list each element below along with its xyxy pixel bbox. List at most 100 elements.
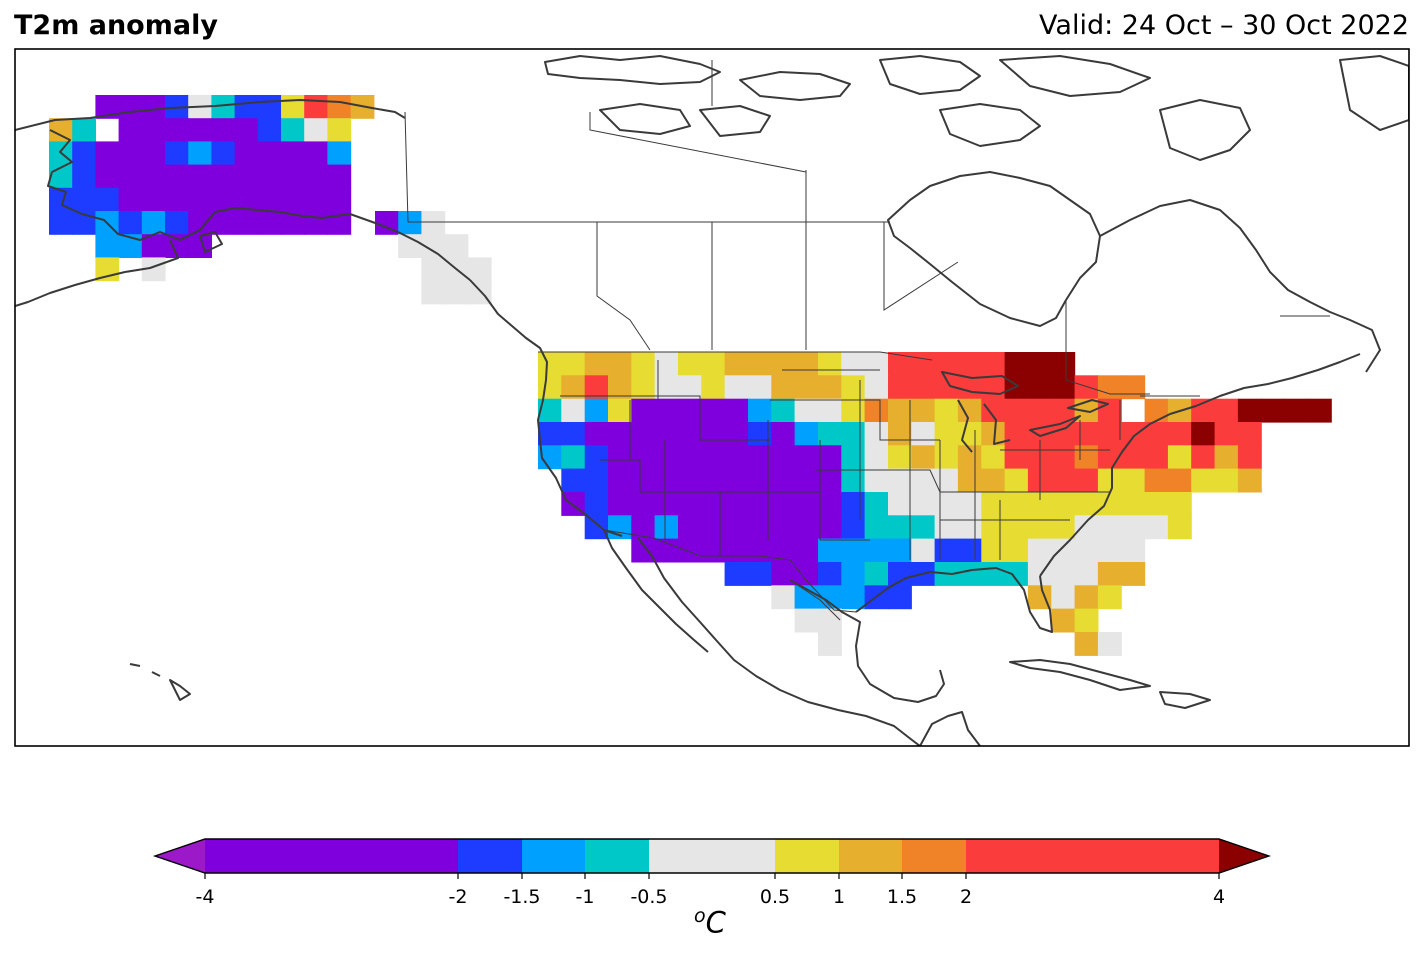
anomaly-cell [1167, 445, 1192, 470]
anomaly-cell [701, 492, 726, 516]
anomaly-cell [398, 211, 422, 235]
anomaly-cell [608, 422, 632, 446]
colorbar-bin [966, 839, 1219, 873]
anomaly-cell [654, 515, 679, 540]
anomaly-cell [304, 211, 328, 235]
anomaly-cell [1051, 468, 1076, 493]
anomaly-cell [1144, 445, 1169, 470]
anomaly-cell [211, 211, 236, 235]
valid-period: Valid: 24 Oct – 30 Oct 2022 [1039, 10, 1409, 41]
anomaly-cell [678, 515, 702, 540]
anomaly-cell [841, 422, 866, 446]
anomaly-cell [1237, 468, 1262, 493]
anomaly-cell [981, 375, 1006, 400]
anomaly-cell [748, 562, 772, 586]
anomaly-cell [771, 562, 796, 586]
anomaly-cell [841, 468, 866, 493]
colorbar-under-extension [155, 839, 205, 873]
colorbar-tick-label: 4 [1213, 886, 1225, 908]
anomaly-cell [281, 141, 305, 166]
anomaly-cell [234, 95, 259, 119]
anomaly-cell [631, 492, 656, 516]
anomaly-cell [864, 375, 889, 400]
anomaly-cell [678, 352, 702, 376]
anomaly-cell [934, 492, 959, 516]
anomaly-cell [584, 468, 609, 493]
anomaly-cell [281, 211, 305, 235]
anomaly-cell [538, 352, 562, 376]
colorbar-tick-label: 0.5 [760, 886, 790, 908]
anomaly-cell [1074, 468, 1099, 493]
anomaly-cell [421, 234, 446, 258]
anomaly-cell [1097, 585, 1122, 610]
anomaly-cell [701, 398, 726, 423]
anomaly-cell [911, 375, 936, 400]
anomaly-cell [1144, 398, 1169, 423]
anomaly-cell [818, 468, 842, 493]
anomaly-cell [841, 352, 866, 376]
anomaly-cell [1237, 422, 1262, 446]
anomaly-cell [584, 375, 609, 400]
anomaly-cell [72, 164, 96, 189]
anomaly-cell [1004, 445, 1029, 470]
anomaly-cell [794, 492, 819, 516]
borders [404, 60, 1330, 621]
anomaly-cell [981, 445, 1006, 470]
anomaly-cell [818, 538, 842, 563]
anomaly-cell [748, 352, 772, 376]
anomaly-cell [1121, 375, 1146, 400]
anomaly-cell [118, 187, 143, 212]
anomaly-cell [678, 398, 702, 423]
anomaly-cell [934, 375, 959, 400]
anomaly-cell [654, 398, 679, 423]
anomaly-cell [95, 95, 120, 119]
anomaly-cell [911, 492, 936, 516]
anomaly-cell [1051, 352, 1076, 376]
anomaly-cell [771, 468, 796, 493]
anomaly-cell [421, 211, 446, 235]
anomaly-cell [771, 398, 796, 423]
anomaly-cell [678, 538, 702, 563]
anomaly-cell [584, 352, 609, 376]
anomaly-cell [748, 538, 772, 563]
anomaly-cell [724, 492, 749, 516]
anomaly-cell [234, 141, 259, 166]
anomaly-cell [748, 468, 772, 493]
anomaly-cell [1097, 515, 1122, 540]
colorbar-bin [458, 839, 522, 873]
anomaly-cell [188, 187, 212, 212]
anomaly-cell [327, 187, 352, 212]
anomaly-cell [701, 515, 726, 540]
anomaly-cell [794, 585, 819, 610]
colorbar-tick-label: -1.5 [503, 886, 540, 908]
anomaly-cell [771, 445, 796, 470]
anomaly-cell [49, 118, 73, 142]
anomaly-cell [1237, 445, 1262, 470]
anomaly-cell [1027, 585, 1052, 610]
anomaly-cell [467, 257, 492, 282]
anomaly-cell [1214, 468, 1239, 493]
anomaly-cell [654, 422, 679, 446]
anomaly-cell [818, 608, 842, 633]
anomaly-cell [561, 468, 586, 493]
anomaly-cell [818, 422, 842, 446]
anomaly-cell [118, 95, 143, 119]
anomaly-cell [421, 257, 446, 282]
anomaly-cell [1144, 468, 1169, 493]
anomaly-cell [654, 352, 679, 376]
anomaly-cell [794, 422, 819, 446]
anomaly-cell [818, 562, 842, 586]
anomaly-cell [957, 468, 982, 493]
colorbar-bin [649, 839, 775, 873]
anomaly-cell [864, 538, 889, 563]
anomaly-cell [1051, 398, 1076, 423]
anomaly-cell [141, 118, 166, 142]
anomaly-cell [701, 422, 726, 446]
anomaly-cell [188, 118, 212, 142]
anomaly-cell [841, 515, 866, 540]
anomaly-cell [888, 468, 912, 493]
anomaly-cell [211, 187, 236, 212]
anomaly-cell [1121, 468, 1146, 493]
anomaly-cell [771, 422, 796, 446]
